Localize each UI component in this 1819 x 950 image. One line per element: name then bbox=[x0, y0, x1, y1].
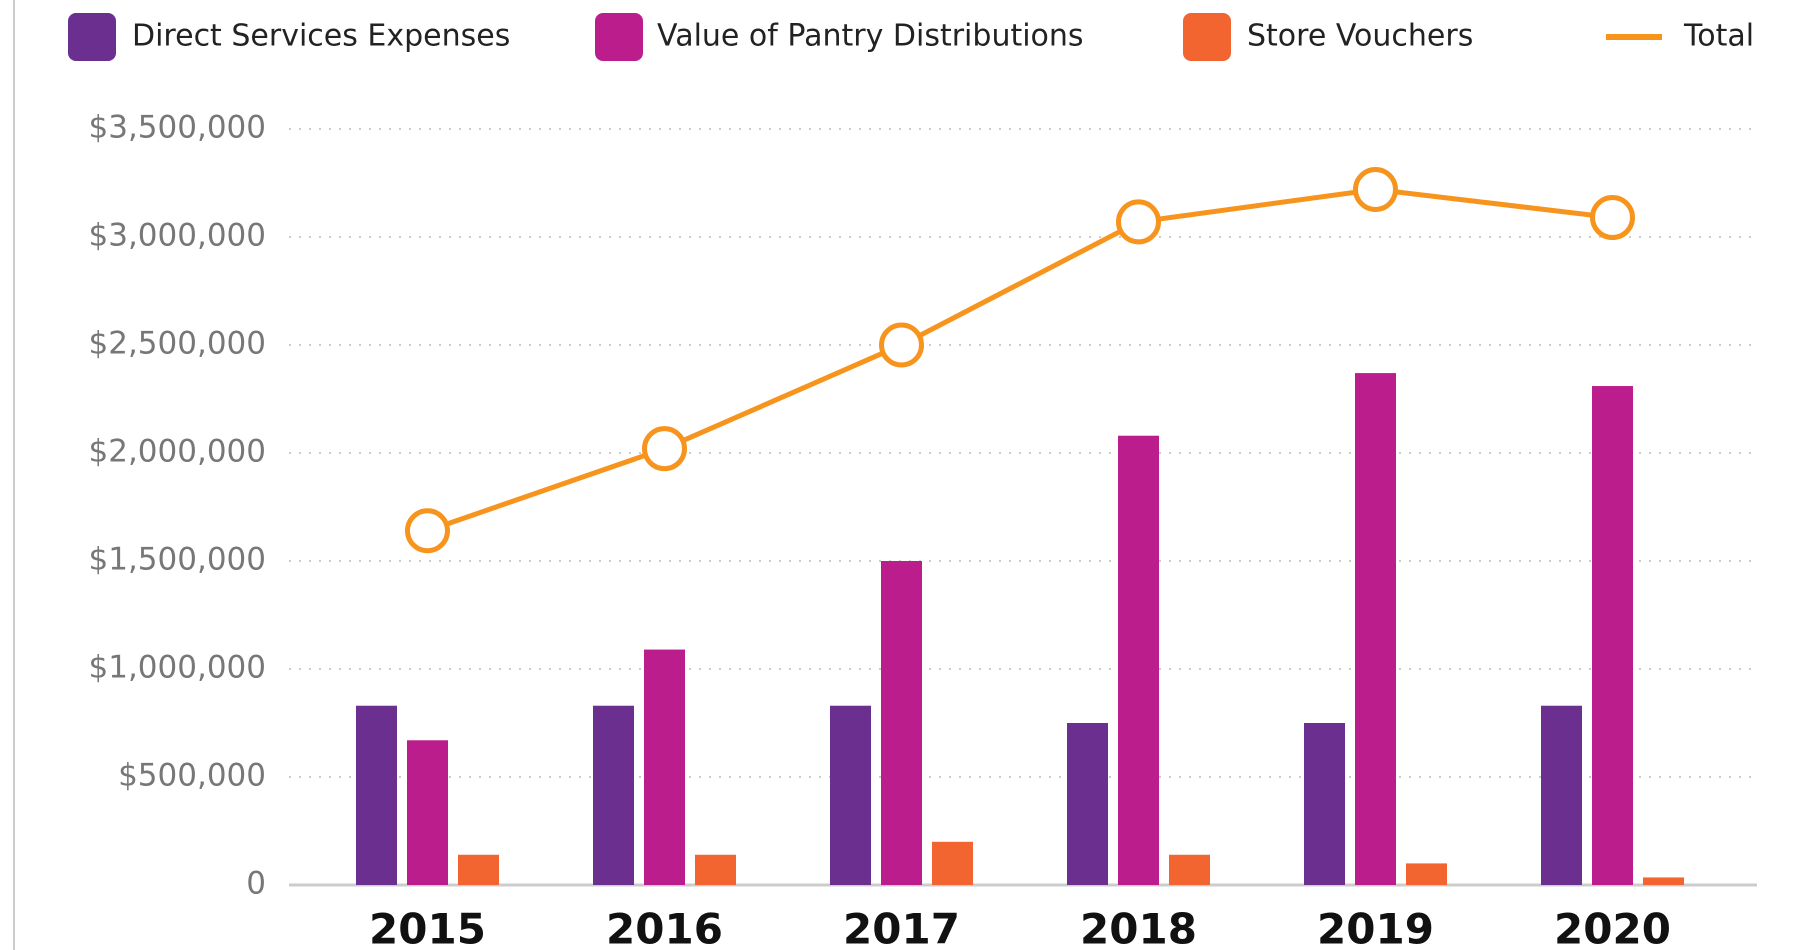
bar bbox=[407, 740, 448, 885]
bar bbox=[1406, 863, 1447, 885]
total-point bbox=[1353, 166, 1398, 212]
bar bbox=[830, 705, 871, 885]
legend-label: Total bbox=[1683, 19, 1754, 54]
x-tick-label: 2015 bbox=[369, 905, 486, 950]
bar bbox=[458, 854, 499, 885]
bar bbox=[1592, 386, 1633, 885]
y-tick-label: $2,500,000 bbox=[89, 326, 267, 362]
y-tick-label: 0 bbox=[246, 866, 266, 902]
bar bbox=[881, 561, 922, 885]
y-tick-label: $3,000,000 bbox=[89, 218, 267, 254]
x-tick-label: 2020 bbox=[1554, 905, 1671, 950]
total-point bbox=[405, 508, 450, 554]
bar bbox=[1304, 723, 1345, 885]
x-tick-label: 2019 bbox=[1317, 905, 1434, 950]
total-point bbox=[642, 426, 687, 472]
y-tick-label: $1,500,000 bbox=[89, 542, 267, 578]
y-tick-label: $1,000,000 bbox=[89, 650, 267, 686]
bar bbox=[1067, 723, 1108, 885]
y-tick-label: $500,000 bbox=[118, 758, 266, 794]
total-point bbox=[1116, 199, 1161, 245]
bar bbox=[932, 841, 973, 885]
bar bbox=[1643, 877, 1684, 885]
legend-label: Value of Pantry Distributions bbox=[657, 19, 1084, 54]
y-tick-label: $3,500,000 bbox=[89, 110, 267, 146]
x-tick-label: 2016 bbox=[606, 905, 723, 950]
total-point bbox=[1590, 195, 1635, 241]
y-tick-label: $2,000,000 bbox=[89, 434, 267, 470]
bar bbox=[356, 705, 397, 885]
legend-swatch bbox=[595, 13, 643, 61]
legend-swatch bbox=[1183, 13, 1231, 61]
x-tick-label: 2018 bbox=[1080, 905, 1197, 950]
bar bbox=[1541, 705, 1582, 885]
bar bbox=[1169, 854, 1210, 885]
legend-label: Store Vouchers bbox=[1247, 19, 1473, 54]
bar bbox=[593, 705, 634, 885]
total-point bbox=[879, 322, 924, 368]
bar bbox=[644, 649, 685, 885]
legend-swatch bbox=[68, 13, 116, 61]
bar bbox=[1118, 435, 1159, 885]
legend-label: Direct Services Expenses bbox=[132, 19, 510, 54]
bar bbox=[1355, 373, 1396, 885]
total-line bbox=[426, 186, 1613, 534]
bar bbox=[695, 854, 736, 885]
x-tick-label: 2017 bbox=[843, 905, 960, 950]
